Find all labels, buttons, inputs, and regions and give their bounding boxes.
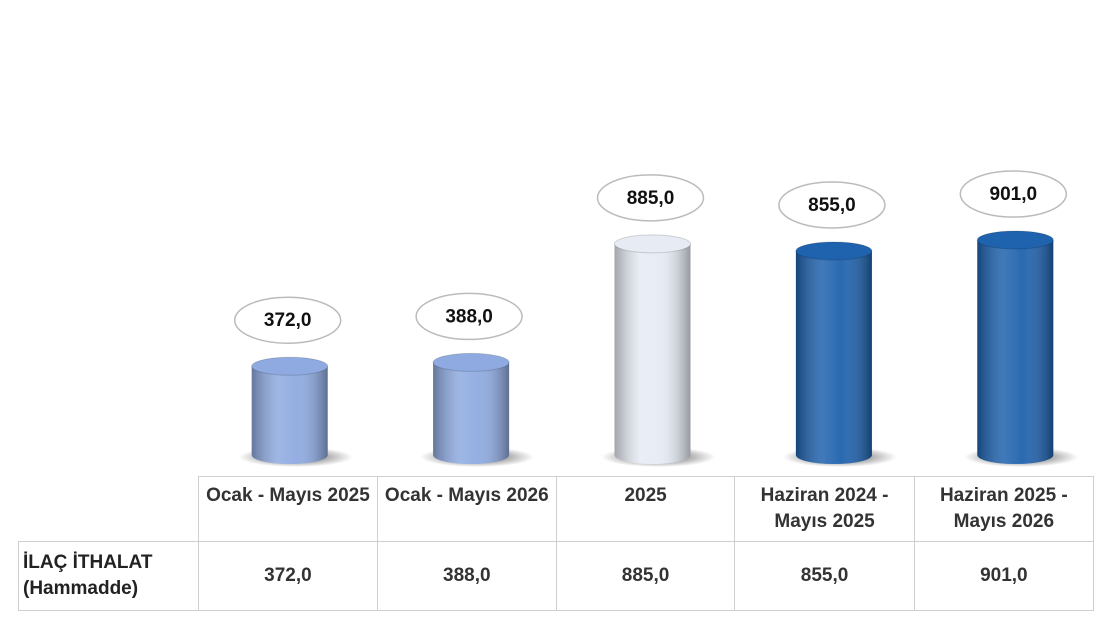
table-value: 372,0	[198, 541, 378, 611]
bar-shading	[251, 366, 328, 464]
data-table: Ocak - Mayıs 2025 Ocak - Mayıs 2026 2025 Ha…	[18, 476, 1094, 611]
table-value: 901,0	[913, 541, 1094, 611]
bar-shading	[614, 243, 691, 464]
category-label: Haziran 2025 - Mayıs 2026	[913, 476, 1094, 542]
table-row: İLAÇ İTHALAT (Hammadde) 372,0 388,0 885,0 85…	[18, 541, 1094, 611]
label-bubble	[415, 292, 523, 341]
table-corner	[18, 476, 199, 542]
category-label: 2025	[555, 476, 736, 542]
data-label: 885,0	[627, 188, 675, 209]
bar-top	[795, 241, 873, 261]
bar-top	[976, 230, 1054, 250]
bar-top	[432, 352, 510, 372]
bar-shading	[795, 250, 872, 464]
category-label: Ocak - Mayıs 2025	[198, 476, 378, 542]
row-header: İLAÇ İTHALAT (Hammadde)	[18, 541, 199, 611]
bar-shading	[977, 240, 1054, 465]
table-value: 388,0	[376, 541, 557, 611]
plot-area: 372,0 388,0 885,0 855,0 901,0	[233, 170, 1079, 467]
bar-top	[251, 356, 329, 376]
label-bubble	[233, 296, 342, 344]
label-bubble	[596, 174, 705, 222]
data-label: 388,0	[445, 306, 493, 327]
table-value: 885,0	[555, 541, 736, 611]
category-label: Ocak - Mayıs 2026	[376, 476, 557, 542]
table-value: 855,0	[734, 541, 915, 611]
data-label: 855,0	[808, 195, 856, 216]
bar-top	[614, 234, 691, 254]
label-bubble	[959, 170, 1068, 218]
label-bubble	[778, 181, 886, 229]
data-label: 372,0	[264, 310, 312, 331]
data-label: 901,0	[990, 184, 1038, 205]
bar-shading	[433, 362, 510, 464]
table-header: Ocak - Mayıs 2025 Ocak - Mayıs 2026 2025 Ha…	[18, 476, 1094, 542]
category-label: Haziran 2024 - Mayıs 2025	[734, 476, 915, 542]
